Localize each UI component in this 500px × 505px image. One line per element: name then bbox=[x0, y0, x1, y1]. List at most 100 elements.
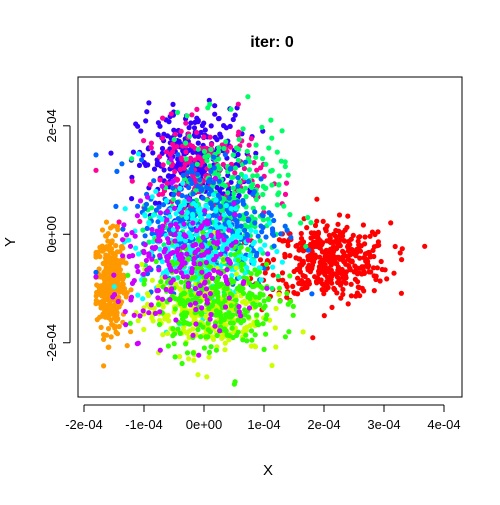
data-point bbox=[197, 290, 203, 296]
data-point bbox=[192, 300, 198, 306]
data-point bbox=[152, 200, 158, 206]
data-point bbox=[171, 341, 177, 347]
data-point bbox=[124, 232, 130, 238]
data-point bbox=[183, 149, 189, 155]
data-point bbox=[146, 265, 152, 271]
data-point bbox=[240, 188, 246, 194]
data-point bbox=[211, 267, 217, 273]
data-point bbox=[195, 140, 201, 146]
data-point bbox=[333, 227, 339, 234]
data-point bbox=[357, 255, 363, 261]
data-point bbox=[240, 337, 246, 343]
data-point bbox=[257, 246, 263, 252]
data-point bbox=[255, 233, 261, 239]
data-point bbox=[351, 269, 357, 275]
data-point bbox=[235, 101, 241, 107]
data-point bbox=[248, 136, 254, 142]
data-point bbox=[241, 279, 247, 285]
data-point bbox=[340, 254, 346, 260]
data-point bbox=[121, 288, 127, 294]
data-point bbox=[244, 148, 250, 154]
data-point bbox=[201, 148, 208, 154]
data-point bbox=[398, 290, 404, 296]
data-point bbox=[232, 211, 238, 217]
data-point bbox=[214, 225, 221, 231]
data-point bbox=[321, 313, 327, 319]
data-point bbox=[182, 243, 188, 249]
data-point bbox=[287, 273, 293, 279]
data-point bbox=[223, 278, 230, 285]
data-point bbox=[199, 269, 205, 275]
data-point bbox=[154, 238, 160, 244]
data-point bbox=[206, 186, 212, 192]
data-point bbox=[167, 151, 173, 158]
data-point bbox=[164, 314, 170, 320]
data-point bbox=[236, 136, 242, 142]
data-point bbox=[261, 346, 267, 352]
data-point bbox=[200, 324, 206, 330]
y-axis: -2e-04 0e+00 2e-04 bbox=[44, 109, 71, 362]
data-point bbox=[197, 283, 203, 289]
data-point bbox=[164, 208, 170, 214]
data-point bbox=[179, 258, 185, 264]
data-point bbox=[102, 261, 108, 267]
data-point bbox=[178, 292, 184, 298]
data-point bbox=[293, 255, 299, 261]
data-point bbox=[223, 202, 229, 209]
data-point bbox=[356, 284, 362, 291]
data-point bbox=[251, 189, 257, 195]
data-point bbox=[222, 304, 229, 310]
data-point bbox=[206, 97, 212, 103]
data-point bbox=[233, 239, 239, 245]
data-point bbox=[172, 238, 178, 244]
data-point bbox=[259, 285, 266, 291]
data-point bbox=[219, 281, 225, 287]
data-point bbox=[156, 302, 162, 308]
data-point bbox=[121, 259, 127, 265]
data-point bbox=[212, 111, 218, 117]
data-point bbox=[228, 165, 234, 171]
data-point bbox=[126, 237, 132, 243]
data-point bbox=[241, 255, 247, 261]
data-point bbox=[211, 154, 217, 160]
data-point bbox=[157, 177, 163, 183]
data-point bbox=[186, 125, 192, 131]
data-point bbox=[264, 285, 270, 291]
data-point bbox=[110, 294, 116, 300]
data-point bbox=[142, 206, 148, 212]
data-point bbox=[222, 221, 228, 227]
data-point bbox=[93, 269, 99, 275]
data-point bbox=[174, 260, 180, 266]
data-point bbox=[282, 223, 288, 229]
data-point bbox=[151, 166, 158, 172]
data-point bbox=[153, 207, 159, 213]
data-point bbox=[253, 196, 259, 202]
data-point bbox=[201, 345, 207, 351]
data-point bbox=[185, 170, 191, 176]
data-point bbox=[150, 150, 156, 156]
data-point bbox=[115, 270, 121, 276]
data-point bbox=[149, 194, 155, 200]
data-point bbox=[241, 165, 247, 172]
data-point bbox=[199, 223, 205, 229]
data-point bbox=[216, 145, 222, 151]
data-point bbox=[278, 158, 284, 164]
data-point bbox=[144, 225, 150, 231]
data-point bbox=[254, 250, 260, 256]
data-point bbox=[197, 206, 204, 212]
data-point bbox=[129, 196, 135, 202]
data-point bbox=[251, 261, 257, 267]
data-point bbox=[235, 157, 241, 163]
data-point bbox=[316, 271, 322, 277]
data-point bbox=[141, 271, 147, 277]
data-point bbox=[333, 260, 339, 266]
data-point bbox=[128, 287, 134, 293]
data-point bbox=[139, 261, 145, 267]
data-point bbox=[199, 122, 205, 129]
data-point bbox=[246, 305, 253, 311]
data-point bbox=[199, 244, 205, 250]
data-point bbox=[321, 291, 327, 297]
data-point bbox=[305, 257, 311, 263]
data-point bbox=[111, 284, 117, 290]
data-point bbox=[210, 192, 217, 198]
